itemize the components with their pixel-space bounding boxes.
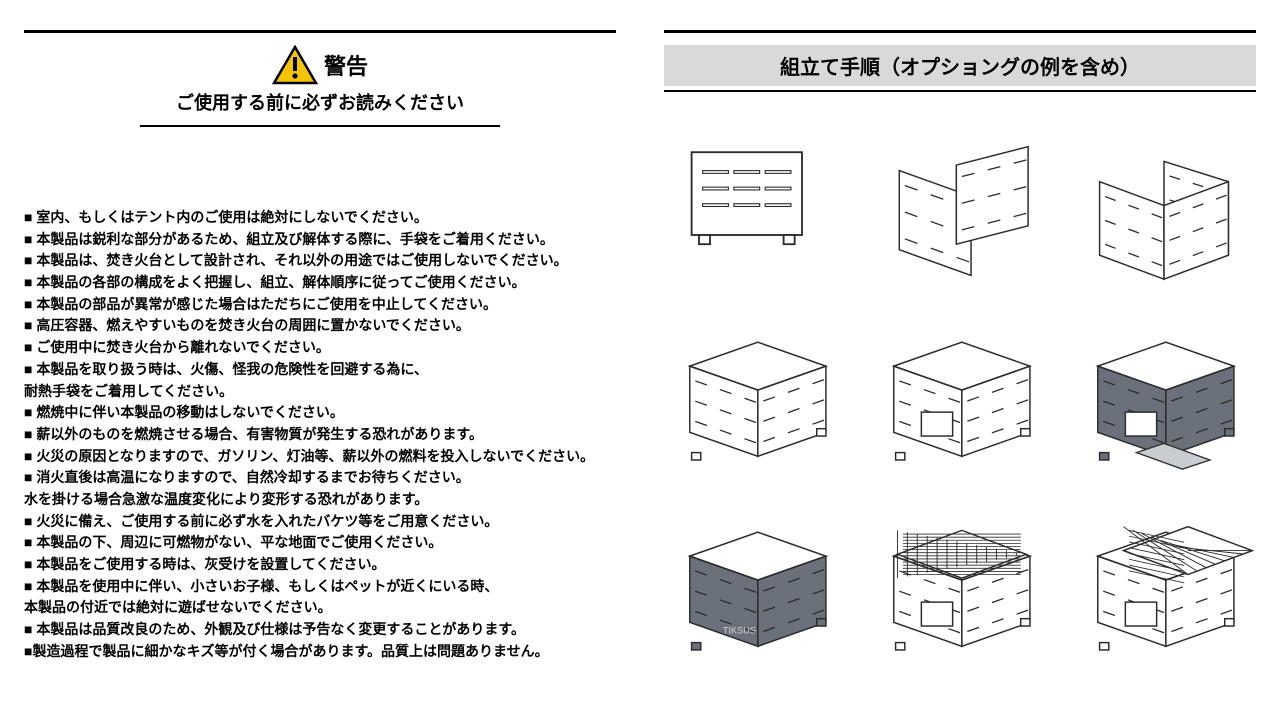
assembly-step xyxy=(1072,132,1256,292)
warning-bullet: ■ 高圧容器、燃えやすいものを焚き火台の周囲に置かないでください。 xyxy=(24,315,616,337)
title-underline xyxy=(664,90,1256,92)
warning-subtitle: ご使用する前に必ずお読みください xyxy=(24,89,616,115)
warning-bullet: ■ 室内、もしくはテント内のご使用は絶対にしないでください。 xyxy=(24,207,616,229)
warning-bullet: ■ 本製品は、焚き火台として設計され、それ以外の用途ではご使用しないでください。 xyxy=(24,250,616,272)
warning-underline xyxy=(140,125,500,127)
warning-bullet: ■ 本製品は鋭利な部分があるため、組立及び解体する際に、手袋をご着用ください。 xyxy=(24,229,616,251)
warning-bullet: ■ ご使用中に焚き火台から離れないでください。 xyxy=(24,337,616,359)
top-rule-left xyxy=(24,30,616,33)
warning-bullet: ■ 本製品の各部の構成をよく把握し、組立、解体順序に従ってご使用ください。 xyxy=(24,272,616,294)
warning-bullet: ■ 本製品を使用中に伴い、小さいお子様、もしくはペットが近くにいる時、 本製品の… xyxy=(24,576,616,619)
top-rule-right xyxy=(664,30,1256,33)
assembly-step: TIKSUS xyxy=(664,512,848,672)
warning-bullet: ■ 本製品の部品が異常が感じた場合はただちにご使用を中止してください。 xyxy=(24,294,616,316)
assembly-title: 組立て手順（オプショングの例を含め） xyxy=(664,45,1256,86)
warning-bullet: ■ 本製品を取り扱う時は、火傷、怪我の危険性を回避する為に、 耐熱手袋をご着用し… xyxy=(24,359,616,402)
assembly-step xyxy=(868,132,1052,292)
warning-label: 警告 xyxy=(324,49,368,81)
warning-bullet: ■ 薪以外のものを燃焼させる場合、有害物質が発生する恐れがあります。 xyxy=(24,424,616,446)
assembly-steps-grid: TIKSUS xyxy=(664,132,1256,672)
warning-bullet: ■ 消火直後は高温になりますので、自然冷却するまでお待ちください。 水を掛ける場… xyxy=(24,467,616,510)
warning-bullet: ■製造過程で製品に細かなキズ等が付く場合があります。品質上は問題ありません。 xyxy=(24,641,616,663)
assembly-step xyxy=(664,132,848,292)
right-column: 組立て手順（オプショングの例を含め） TIKSUS xyxy=(640,0,1280,717)
assembly-step xyxy=(868,512,1052,672)
warning-bullet: ■ 火災に備え、ご使用する前に必ず水を入れたバケツ等をご用意ください。 xyxy=(24,511,616,533)
assembly-step xyxy=(664,322,848,482)
warning-icon xyxy=(272,45,318,85)
warning-header: 警告 ご使用する前に必ずお読みください xyxy=(24,45,616,127)
left-column: 警告 ご使用する前に必ずお読みください ■ 室内、もしくはテント内のご使用は絶対… xyxy=(0,0,640,717)
warning-bullet: ■ 燃焼中に伴い本製品の移動はしないでください。 xyxy=(24,402,616,424)
warning-bullet: ■ 本製品をご使用する時は、灰受けを設置してください。 xyxy=(24,554,616,576)
assembly-step xyxy=(1072,322,1256,482)
warning-bullet-list: ■ 室内、もしくはテント内のご使用は絶対にしないでください。■ 本製品は鋭利な部… xyxy=(24,207,616,662)
assembly-step xyxy=(868,322,1052,482)
svg-text:TIKSUS: TIKSUS xyxy=(723,625,756,635)
warning-bullet: ■ 本製品は品質改良のため、外観及び仕様は予告なく変更することがあります。 xyxy=(24,619,616,641)
assembly-step xyxy=(1072,512,1256,672)
warning-bullet: ■ 火災の原因となりますので、ガソリン、灯油等、薪以外の燃料を投入しないでくださ… xyxy=(24,446,616,468)
warning-bullet: ■ 本製品の下、周辺に可燃物がない、平な地面でご使用ください。 xyxy=(24,532,616,554)
